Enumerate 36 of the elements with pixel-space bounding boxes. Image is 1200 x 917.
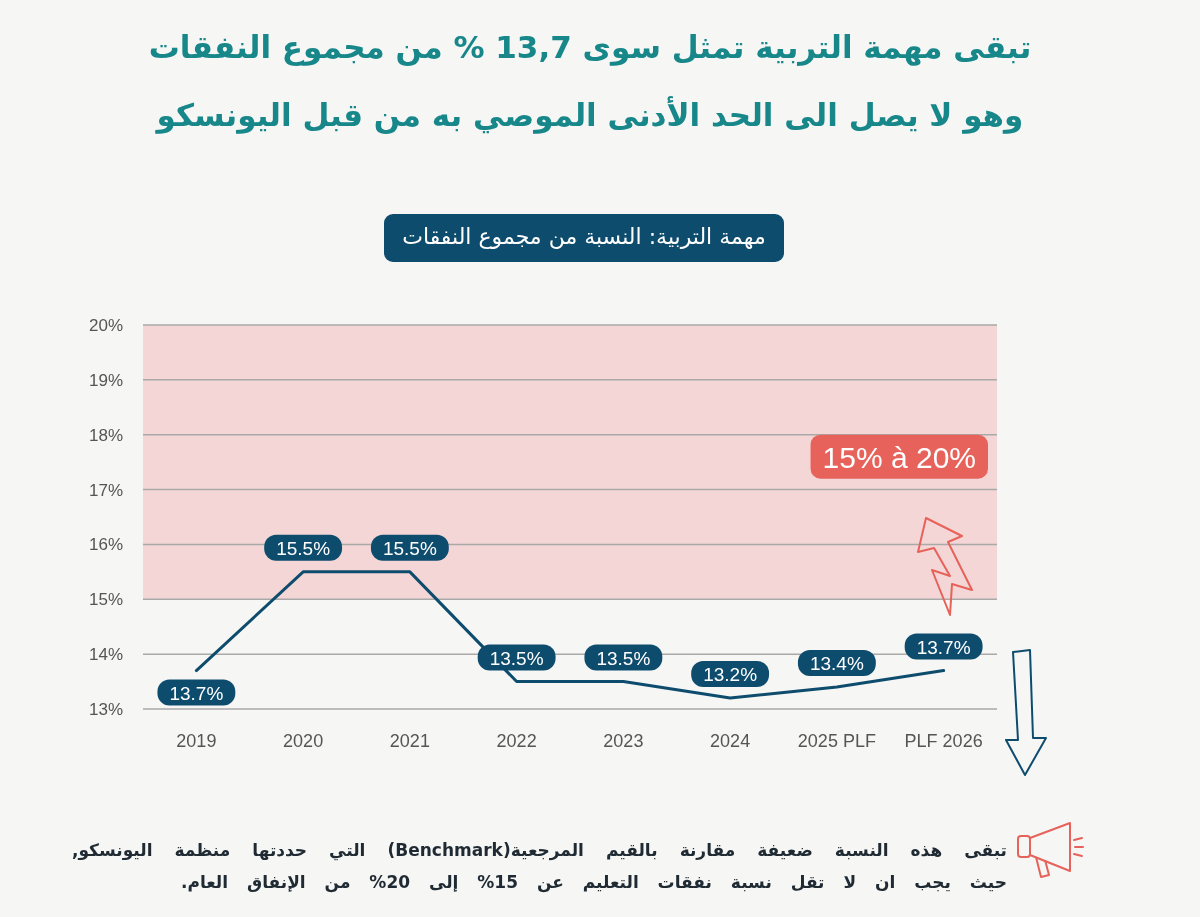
title: تبقى مهمة التربية تمثل سوى 13,7 % من مجموع النفقات — [147, 28, 1033, 68]
x-tick-label: 2022 — [496, 731, 537, 751]
y-tick-label: 19% — [88, 370, 123, 390]
data-label: 13.5% — [477, 644, 556, 671]
data-label: 13.4% — [797, 650, 876, 677]
y-tick-label: 18% — [88, 425, 123, 445]
chart-heading: مهمة التربية: النسبة من مجموع النفقات — [384, 214, 784, 262]
y-tick-label: 17% — [88, 480, 123, 500]
x-tick-label: 2020 — [283, 731, 324, 751]
y-tick-label: 16% — [88, 535, 123, 555]
band-label: 15% à 20% — [822, 440, 976, 474]
x-tick-label: 2019 — [176, 731, 217, 751]
x-tick-label: 2025 PLF — [797, 731, 876, 751]
x-tick-label: 2021 — [389, 731, 430, 751]
data-label: 13.7% — [916, 636, 971, 658]
y-tick-label: 15% — [88, 590, 123, 610]
data-label: 13.4% — [809, 653, 864, 675]
data-label: 15.5% — [382, 537, 437, 559]
data-label: 13.5% — [489, 647, 544, 669]
x-tick-label: 2024 — [710, 731, 751, 751]
data-label: 13.2% — [703, 664, 758, 686]
x-tick-label: PLF 2026 — [904, 731, 983, 751]
data-label: 13.7% — [904, 633, 983, 660]
data-label: 13.5% — [596, 647, 651, 669]
data-label: 13.7% — [157, 679, 236, 706]
data-label: 13.5% — [584, 644, 663, 671]
y-tick-label: 14% — [88, 645, 123, 665]
y-tick-label: 13% — [88, 700, 123, 719]
data-label: 13.2% — [691, 661, 770, 688]
y-tick-label: 20% — [88, 316, 123, 335]
subtitle: وهو لا يصل الى الحد الأدنى الموصي به من قبل اليونسكو — [154, 95, 1025, 136]
note: تبقى هذه النسبة ضعيفة مقارنة بالقيم المرجعية(Benchmark) التي حددتها منظمة اليونسكو, حيث يجب ان لا تقل نسبة نفقات التعليم عن 15% إلى 20% من الإنفاق العام. — [72, 839, 1007, 895]
data-label: 13.7% — [169, 682, 224, 704]
band-label: 15% à 20% — [810, 434, 988, 479]
x-tick-label: 2023 — [603, 731, 644, 751]
data-label: 15.5% — [276, 537, 331, 559]
